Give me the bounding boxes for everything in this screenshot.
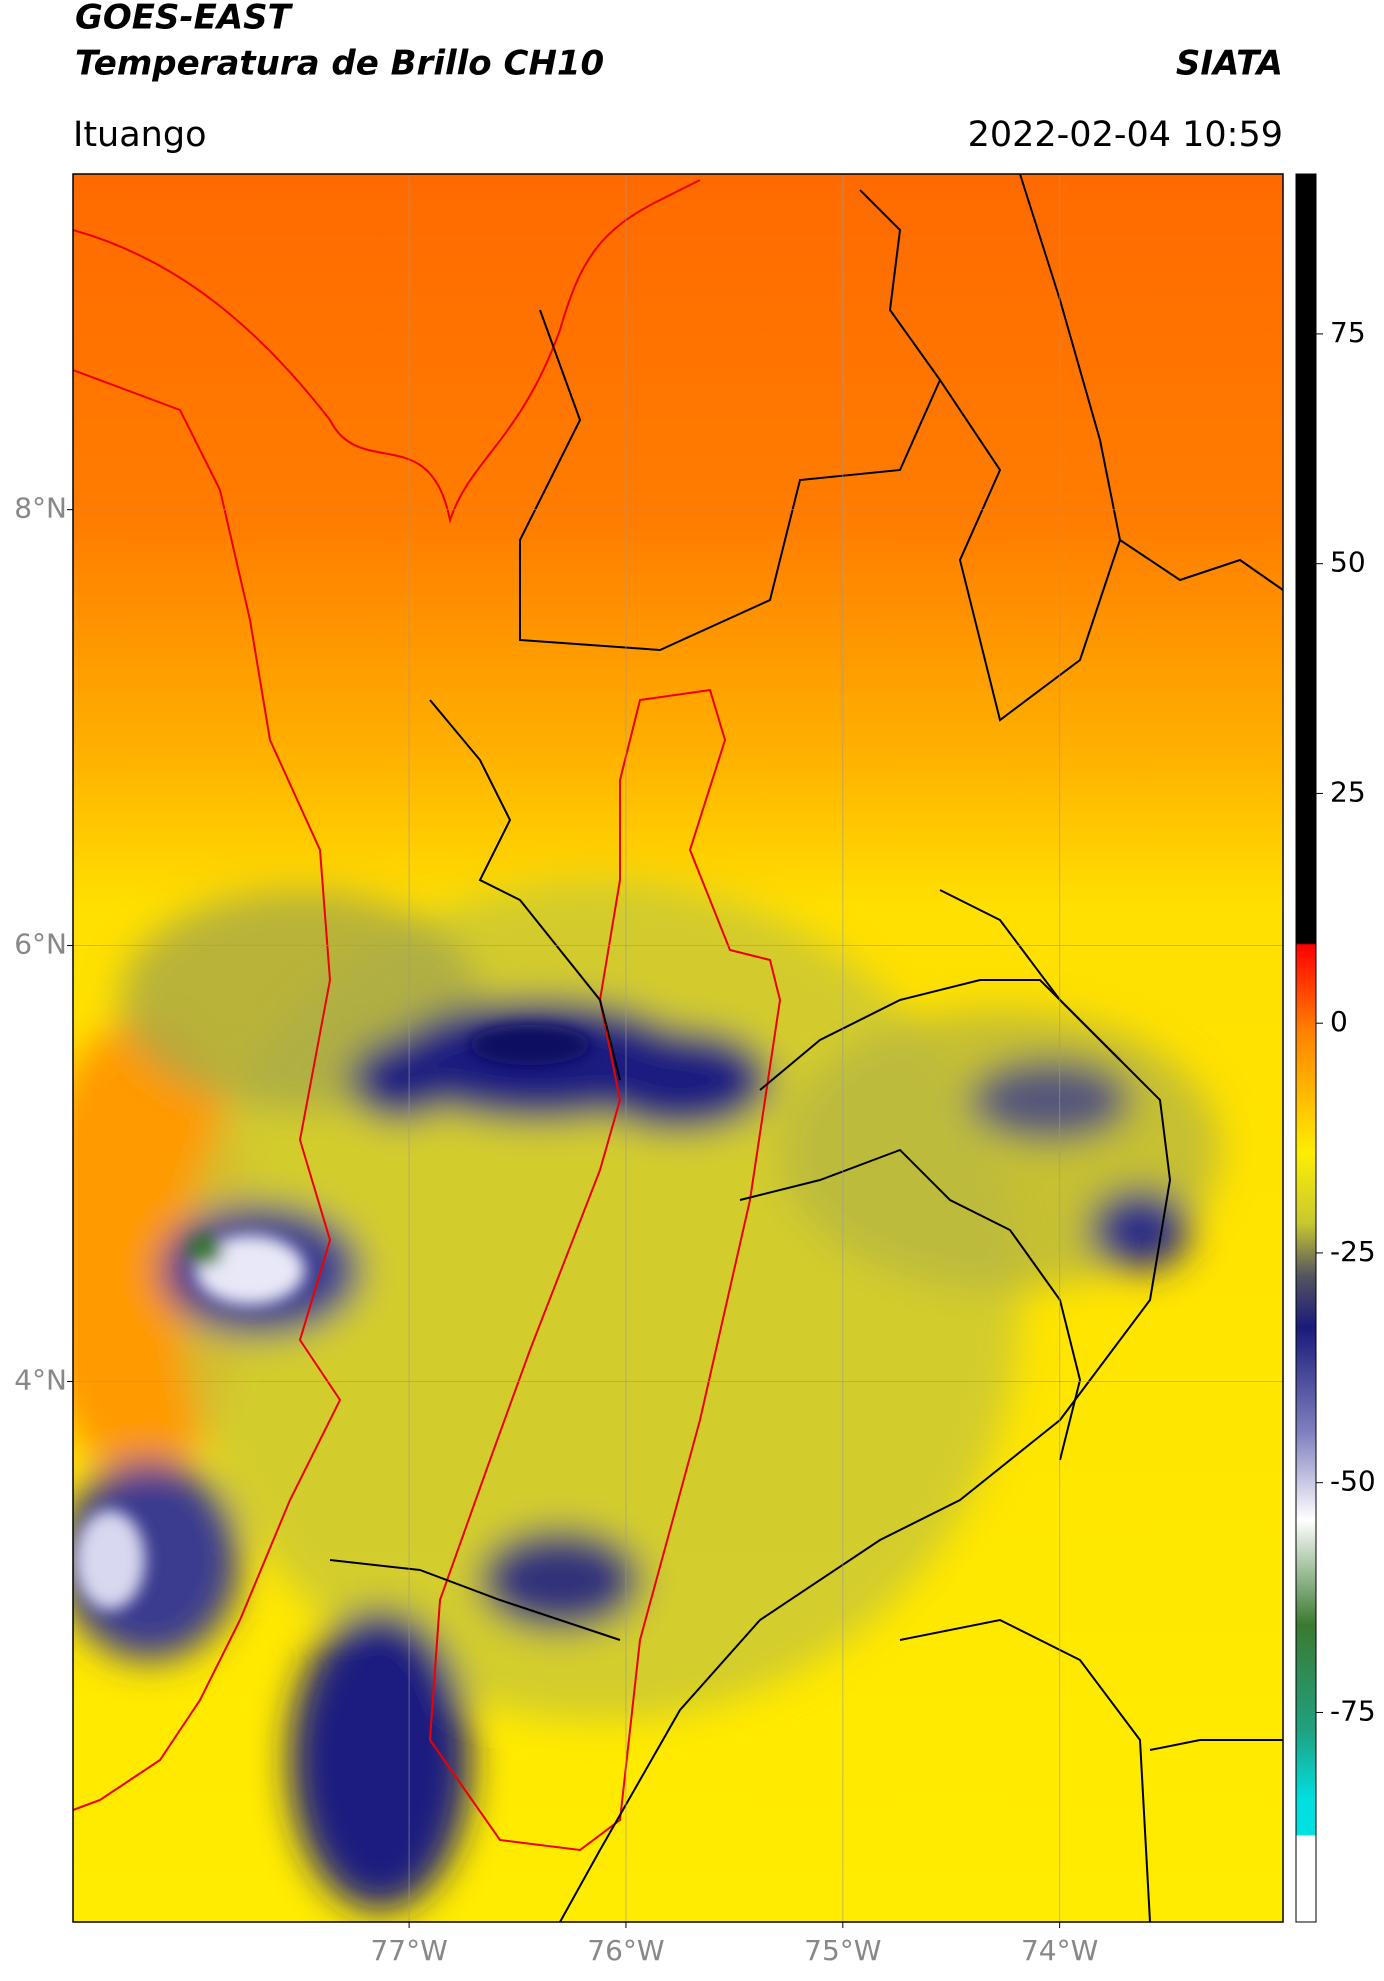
lon-tick-label: 74°W (1021, 1934, 1098, 1967)
colorbar-tick-label: -50 (1330, 1465, 1376, 1498)
lat-tick-label: 8°N (14, 492, 67, 525)
map-frame (72, 173, 1284, 1923)
lon-tick-label: 76°W (587, 1934, 664, 1967)
colorbar-tick-label: -25 (1330, 1235, 1376, 1268)
lat-tick-label: 6°N (14, 928, 67, 961)
lon-tick-label: 77°W (370, 1934, 447, 1967)
location: Ituango (73, 115, 207, 155)
lon-tick-label: 75°W (804, 1934, 881, 1967)
colorbar-tick-label: -75 (1330, 1694, 1376, 1727)
colorbar-tick-label: 25 (1330, 775, 1366, 808)
source: SIATA (1176, 44, 1283, 84)
map-field (73, 174, 1283, 1922)
lat-tick-label: 4°N (14, 1363, 67, 1396)
title: GOES-EAST (75, 0, 294, 38)
colorbar-tick-label: 0 (1330, 1005, 1348, 1038)
graticule (67, 174, 1283, 1928)
colorbar-tick-label: 75 (1330, 316, 1366, 349)
colorbar (1295, 173, 1317, 1923)
subtitle: Temperatura de Brillo CH10 (75, 44, 604, 84)
timestamp: 2022-02-04 10:59 (968, 115, 1283, 155)
colorbar-tick-label: 50 (1330, 546, 1366, 579)
